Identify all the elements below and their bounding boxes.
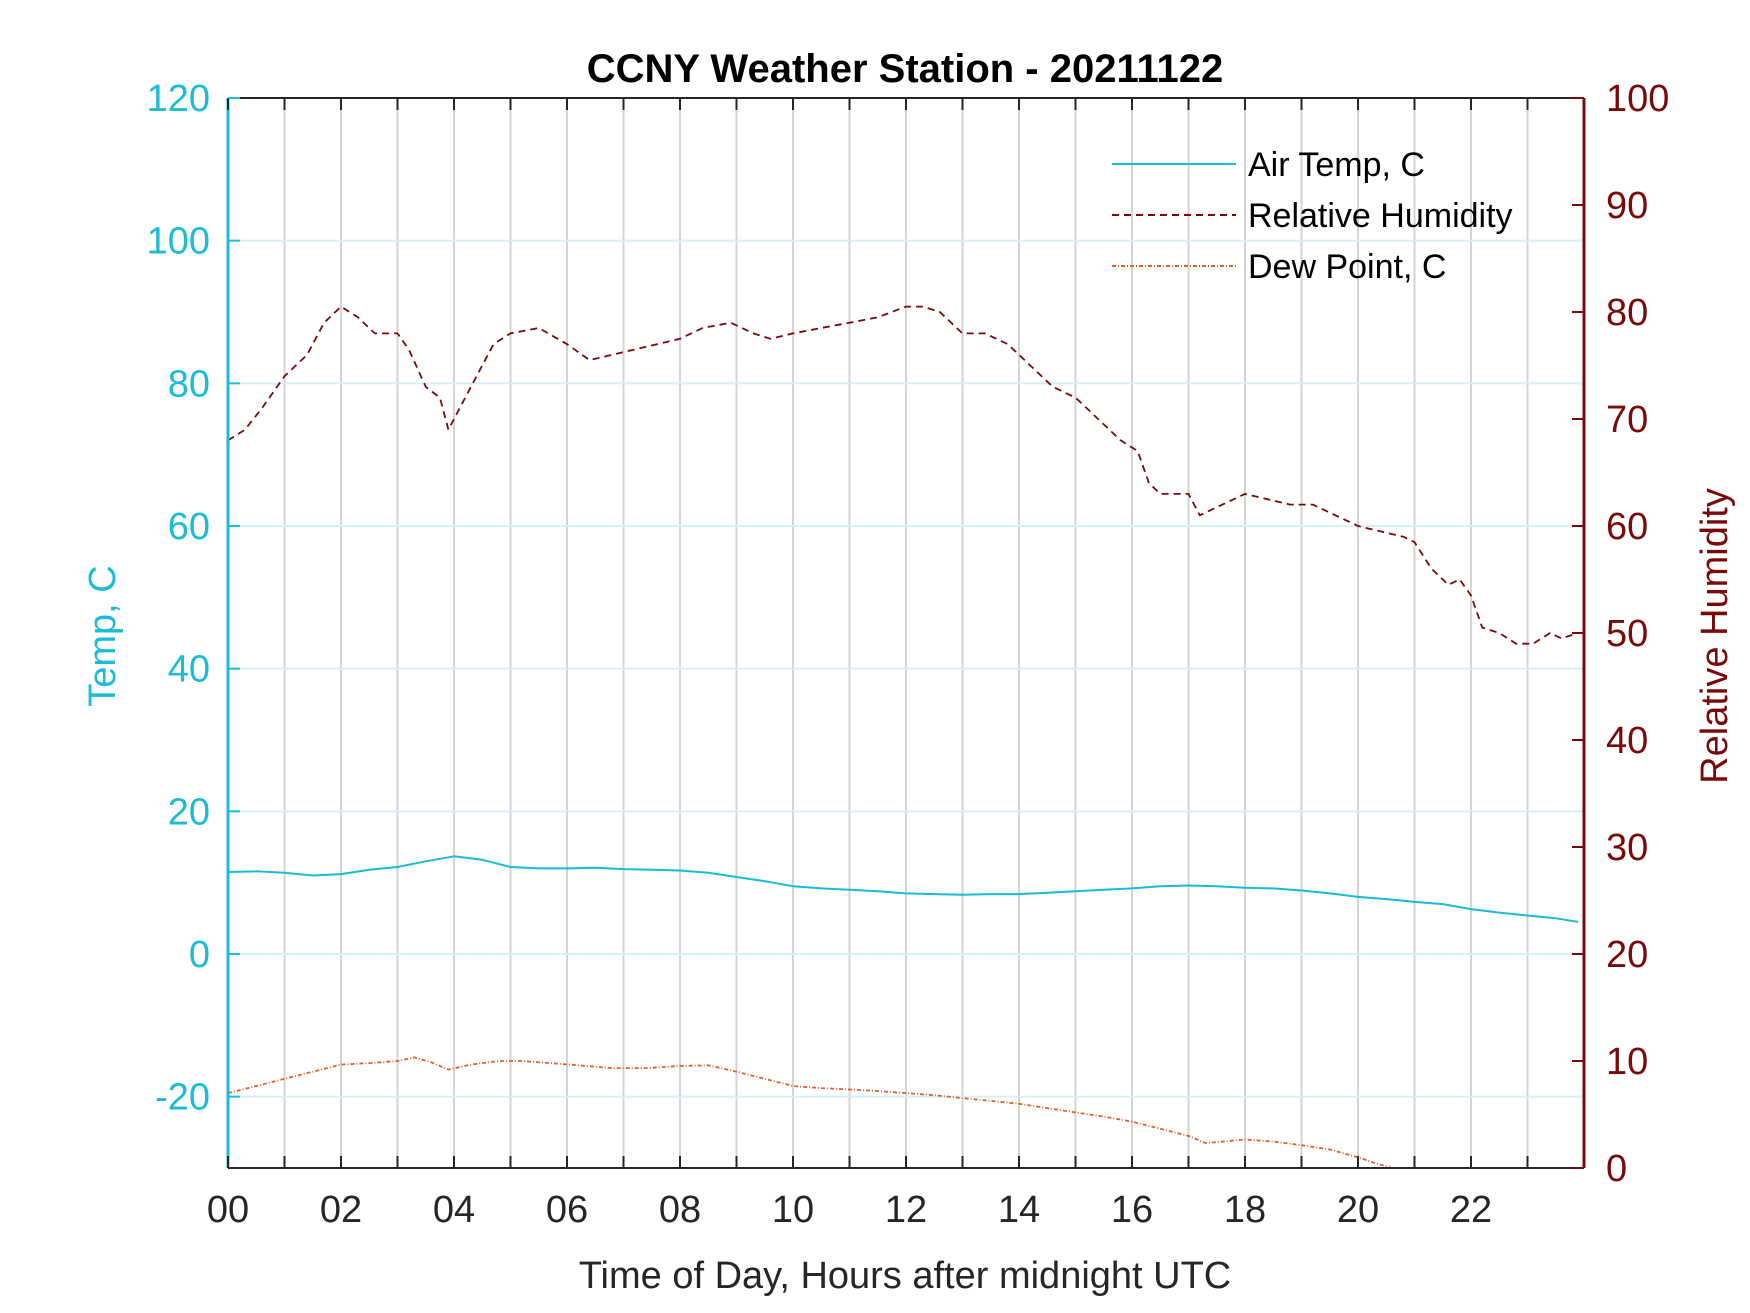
x-tick-label: 10 [772,1189,814,1231]
y-left-tick-label: 40 [168,649,210,691]
y-left-tick-label: 120 [147,78,210,120]
x-tick-label: 18 [1224,1189,1266,1231]
x-tick-label: 14 [998,1189,1040,1231]
x-tick-label: 12 [885,1189,927,1231]
y-right-tick-label: 50 [1606,613,1648,655]
y-left-axis-label: Temp, C [82,565,124,706]
axes: 00 02 04 06 08 10 12 14 16 18 20 22-200204060801001… [147,78,1670,1231]
y-left-tick-label: 0 [189,934,210,976]
chart-title: CCNY Weather Station - 20211122 [587,47,1224,91]
x-tick-label: 06 [546,1189,588,1231]
y-right-tick-label: 80 [1606,292,1648,334]
x-tick-label: 08 [659,1189,701,1231]
legend: Air Temp, C Relative Humidity Dew Point, C [1112,146,1513,286]
legend-label-0: Air Temp, C [1248,146,1425,184]
y-right-tick-label: 60 [1606,506,1648,548]
y-left-tick-label: 80 [168,363,210,405]
x-tick-label: 04 [433,1189,475,1231]
y-right-tick-label: 0 [1606,1148,1627,1190]
x-tick-label: 20 [1337,1189,1379,1231]
legend-label-1: Relative Humidity [1248,197,1513,235]
y-right-tick-label: 40 [1606,720,1648,762]
y-right-tick-label: 70 [1606,399,1648,441]
y-left-tick-label: -20 [155,1077,210,1119]
x-tick-label: 22 [1450,1189,1492,1231]
y-right-tick-label: 100 [1606,78,1669,120]
x-tick-label: 02 [320,1189,362,1231]
x-tick-label: 16 [1111,1189,1153,1231]
y-left-tick-label: 20 [168,791,210,833]
x-tick-label: 00 [207,1189,249,1231]
y-left-tick-label: 100 [147,221,210,263]
y-right-tick-label: 20 [1606,934,1648,976]
grid-lines [228,98,1584,1168]
y-right-tick-label: 30 [1606,827,1648,869]
x-axis-label: Time of Day, Hours after midnight UTC [579,1255,1232,1297]
series-line-2 [227,1056,1393,1169]
y-left-tick-label: 60 [168,506,210,548]
y-right-axis-label: Relative Humidity [1694,488,1736,784]
legend-label-2: Dew Point, C [1248,248,1446,286]
y-right-tick-label: 10 [1606,1041,1648,1083]
series-lines [227,305,1579,1169]
series-line-1 [227,305,1579,645]
series-line-0 [227,855,1579,923]
y-right-tick-label: 90 [1606,185,1648,227]
